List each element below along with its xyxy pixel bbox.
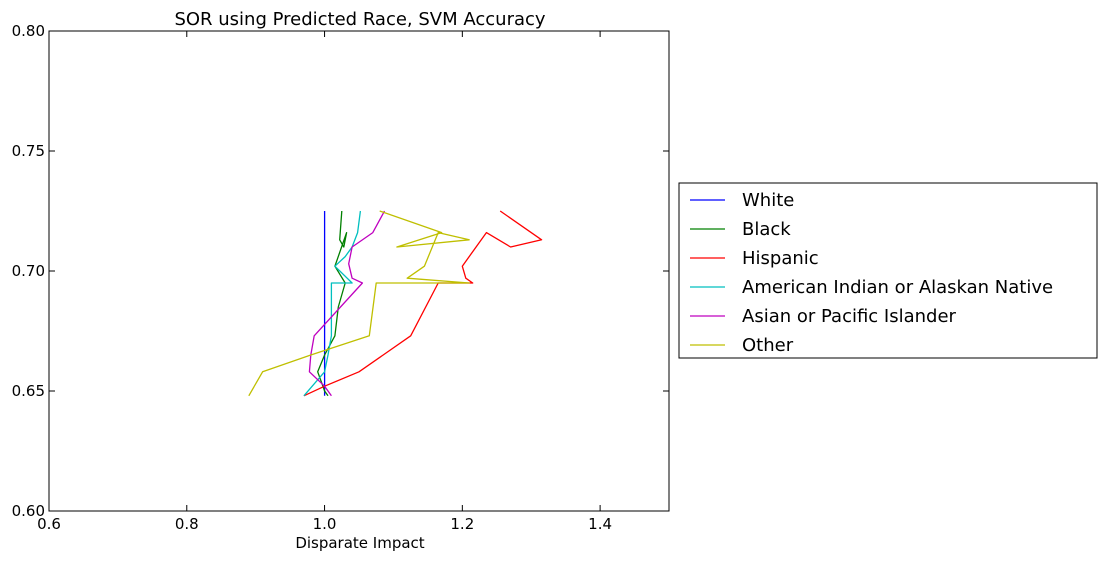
plot-frame bbox=[48, 30, 670, 512]
series-line-5 bbox=[248, 210, 470, 397]
y-tick-label: 0.65 bbox=[12, 382, 45, 400]
legend: White Black Hispanic American Indian or Ala… bbox=[678, 182, 1098, 359]
y-tick-label: 0.60 bbox=[12, 502, 45, 520]
y-axis-ticks: 0.60 0.65 0.70 0.75 0.80 bbox=[12, 22, 669, 520]
x-axis-ticks: 0.6 0.8 1.0 1.2 1.4 bbox=[37, 31, 612, 533]
y-tick-label: 0.75 bbox=[12, 142, 45, 160]
series-line-1 bbox=[317, 210, 348, 397]
series-line-3 bbox=[303, 210, 362, 397]
x-axis-label: Disparate Impact bbox=[295, 534, 424, 552]
legend-label-2: Hispanic bbox=[742, 248, 819, 269]
legend-label-5: Other bbox=[742, 335, 794, 356]
y-tick-label: 0.70 bbox=[12, 262, 45, 280]
series-line-4 bbox=[308, 210, 386, 397]
plot-lines bbox=[248, 210, 543, 397]
legend-box bbox=[678, 182, 1098, 359]
legend-label-3: American Indian or Alaskan Native bbox=[742, 277, 1053, 298]
x-tick-label: 1.2 bbox=[450, 515, 474, 533]
series-line-2 bbox=[303, 210, 543, 397]
x-tick-label: 0.6 bbox=[37, 515, 61, 533]
y-tick-label: 0.80 bbox=[12, 22, 45, 40]
legend-label-4: Asian or Pacific Islander bbox=[742, 306, 957, 327]
x-tick-label: 1.0 bbox=[313, 515, 337, 533]
legend-items: White Black Hispanic American Indian or Ala… bbox=[690, 190, 1053, 356]
chart-title: SOR using Predicted Race, SVM Accuracy bbox=[174, 9, 545, 30]
legend-label-0: White bbox=[742, 190, 794, 211]
x-tick-label: 0.8 bbox=[175, 515, 199, 533]
x-tick-label: 1.4 bbox=[588, 515, 612, 533]
legend-label-1: Black bbox=[742, 219, 791, 240]
